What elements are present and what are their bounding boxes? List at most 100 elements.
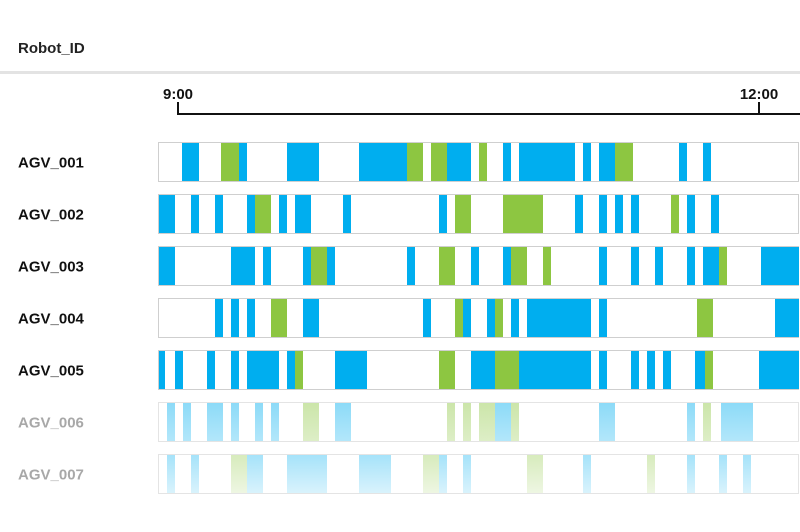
segment-blue: [463, 455, 471, 493]
segment-blue: [335, 403, 351, 441]
segment-green: [719, 247, 727, 285]
segment-blue: [215, 299, 223, 337]
segment-green: [463, 403, 471, 441]
segment-green: [231, 455, 247, 493]
segment-blue: [761, 247, 799, 285]
segment-blue: [631, 351, 639, 389]
segment-blue: [703, 247, 719, 285]
segment-green: [511, 403, 519, 441]
segment-blue: [175, 351, 183, 389]
segment-blue: [271, 403, 279, 441]
segment-blue: [287, 455, 327, 493]
segment-blue: [423, 299, 431, 337]
segment-blue: [207, 351, 215, 389]
segment-blue: [247, 299, 255, 337]
segment-green: [697, 299, 713, 337]
timeline-row: AGV_002: [18, 194, 799, 234]
segment-blue: [599, 351, 607, 389]
robot-label: AGV_007: [18, 467, 84, 484]
segment-blue: [207, 403, 223, 441]
segment-blue: [303, 247, 311, 285]
segment-green: [423, 455, 439, 493]
segment-blue: [343, 195, 351, 233]
segment-blue: [159, 351, 165, 389]
timeline-row: AGV_004: [18, 298, 799, 338]
tick-label: 12:00: [740, 86, 778, 103]
segment-blue: [615, 195, 623, 233]
segment-blue: [775, 299, 799, 337]
segment-green: [503, 195, 543, 233]
segment-blue: [439, 455, 447, 493]
segment-green: [527, 455, 543, 493]
segment-green: [455, 195, 471, 233]
segment-green: [455, 299, 463, 337]
segment-blue: [503, 247, 511, 285]
segment-blue: [663, 351, 671, 389]
segment-blue: [599, 403, 615, 441]
segment-green: [671, 195, 679, 233]
segment-blue: [759, 351, 799, 389]
segment-blue: [575, 195, 583, 233]
segment-green: [543, 247, 551, 285]
segment-blue: [159, 195, 175, 233]
segment-green: [303, 403, 319, 441]
robot-id-column-header: Robot_ID: [18, 40, 85, 57]
segment-blue: [631, 195, 639, 233]
segment-blue: [743, 455, 751, 493]
segment-blue: [583, 143, 591, 181]
segment-blue: [231, 299, 239, 337]
segment-blue: [599, 299, 607, 337]
segment-green: [495, 299, 503, 337]
segment-blue: [335, 351, 367, 389]
timeline-row: AGV_003: [18, 246, 799, 286]
segment-blue: [215, 195, 223, 233]
segment-blue: [447, 143, 471, 181]
segment-blue: [687, 403, 695, 441]
segment-green: [311, 247, 327, 285]
timeline-row: AGV_001: [18, 142, 799, 182]
timeline-row: AGV_007: [18, 454, 799, 494]
segment-blue: [487, 299, 495, 337]
segment-blue: [247, 455, 263, 493]
segment-green: [439, 351, 455, 389]
segment-blue: [247, 351, 279, 389]
segment-blue: [519, 351, 591, 389]
segment-blue: [247, 195, 255, 233]
segment-blue: [407, 247, 415, 285]
segment-blue: [327, 247, 335, 285]
segment-green: [647, 455, 655, 493]
segment-green: [431, 143, 447, 181]
timeline-track: [158, 142, 799, 182]
timeline-rows: AGV_001 AGV_002 AGV_003 AGV_004 AGV_005 AGV_0…: [18, 142, 799, 494]
segment-blue: [255, 403, 263, 441]
segment-blue: [439, 195, 447, 233]
segment-blue: [359, 143, 407, 181]
segment-blue: [471, 351, 495, 389]
segment-blue: [159, 247, 175, 285]
segment-blue: [231, 247, 255, 285]
segment-blue: [287, 143, 319, 181]
segment-green: [255, 195, 271, 233]
segment-blue: [239, 143, 247, 181]
robot-label: AGV_003: [18, 259, 84, 276]
segment-blue: [295, 195, 311, 233]
segment-blue: [519, 143, 575, 181]
segment-blue: [167, 455, 175, 493]
segment-blue: [583, 455, 591, 493]
segment-green: [615, 143, 633, 181]
segment-green: [447, 403, 455, 441]
timeline-track: [158, 402, 799, 442]
robot-label: AGV_001: [18, 155, 84, 172]
segment-green: [479, 143, 487, 181]
segment-blue: [167, 403, 175, 441]
segment-blue: [182, 143, 199, 181]
segment-green: [511, 247, 527, 285]
segment-blue: [231, 403, 239, 441]
tick-label: 9:00: [163, 86, 193, 103]
segment-blue: [495, 403, 511, 441]
timeline-row: AGV_006: [18, 402, 799, 442]
segment-blue: [263, 247, 271, 285]
segment-green: [479, 403, 495, 441]
segment-blue: [687, 455, 695, 493]
